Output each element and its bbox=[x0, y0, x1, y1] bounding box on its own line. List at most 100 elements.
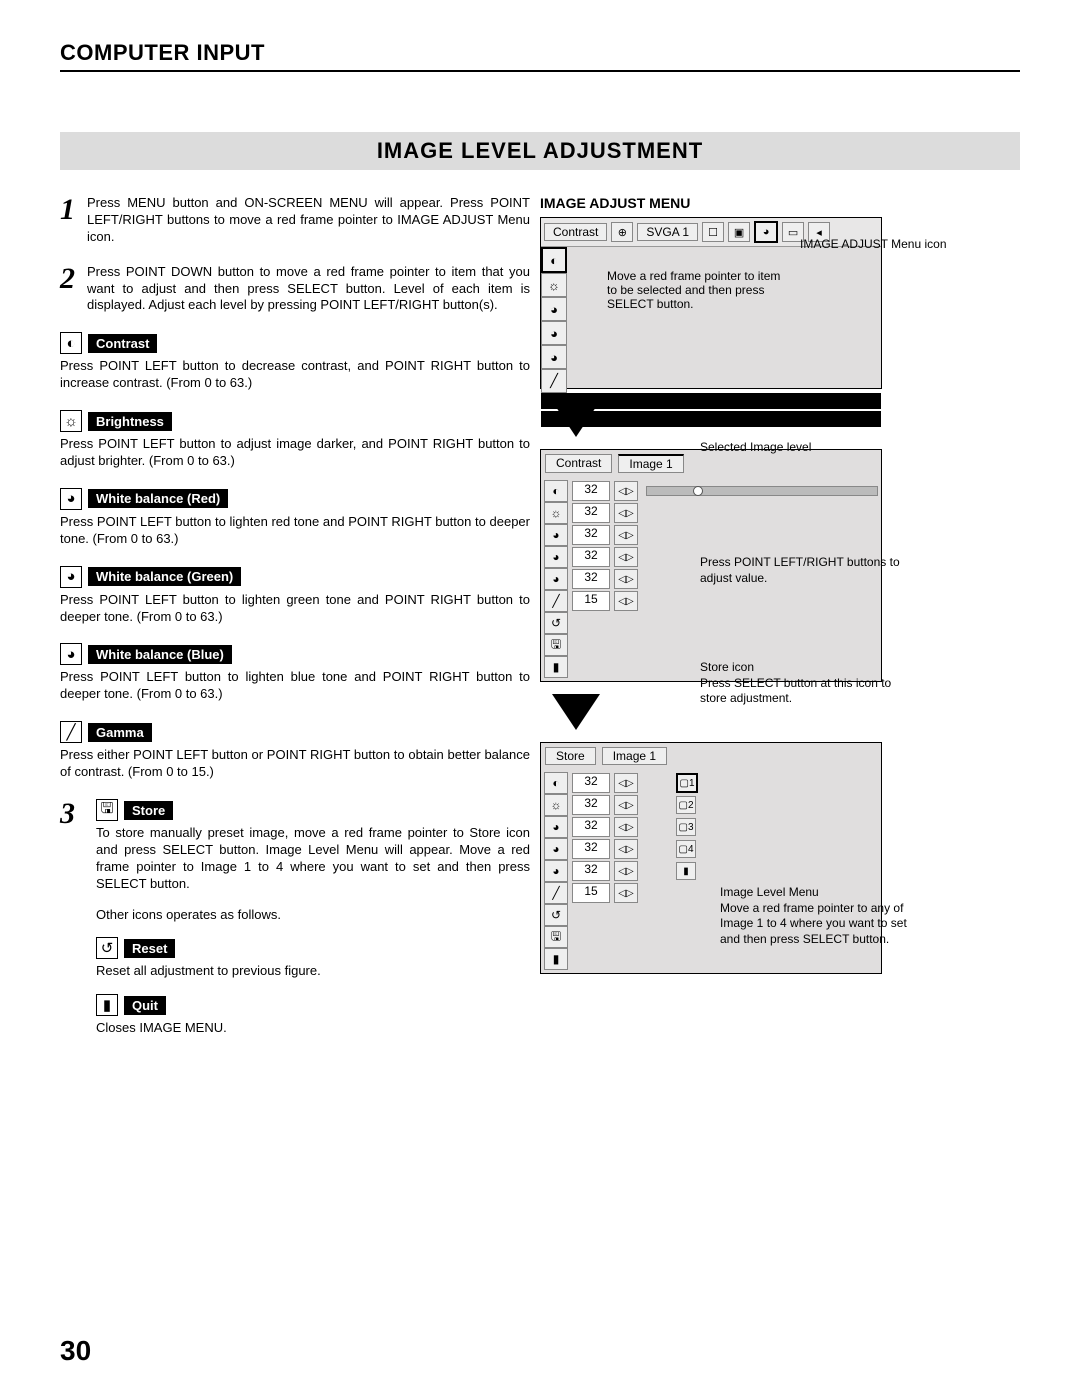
side-brightness-icon: ☼ bbox=[541, 273, 567, 297]
reset-icon: ↺ bbox=[544, 612, 568, 634]
row-value: 32 bbox=[572, 839, 610, 859]
param-desc: To store manually preset image, move a r… bbox=[96, 825, 530, 893]
row-value: 32 bbox=[572, 861, 610, 881]
arrow-icon: ◁▷ bbox=[614, 591, 638, 611]
wb-blue-icon: ◕ bbox=[60, 643, 82, 665]
row-value: 32 bbox=[572, 525, 610, 545]
step-number: 3 bbox=[60, 799, 84, 1037]
row-value: 15 bbox=[572, 883, 610, 903]
row-icon: ◕ bbox=[544, 838, 568, 860]
param-desc: Press POINT LEFT button to decrease cont… bbox=[60, 358, 530, 392]
callout-icon-label: IMAGE ADJUST Menu icon bbox=[800, 237, 947, 253]
menu-title: Contrast bbox=[545, 454, 612, 473]
image-slot: ▢2 bbox=[676, 796, 696, 814]
step-number: 2 bbox=[60, 264, 75, 315]
image-slot: ▢1 bbox=[676, 773, 698, 793]
arrow-icon: ◁▷ bbox=[614, 773, 638, 793]
param-wb-red: ◕ White balance (Red) Press POINT LEFT b… bbox=[60, 488, 530, 548]
row-icon: ◕ bbox=[544, 524, 568, 546]
callout-text: Move a red frame pointer to item to be s… bbox=[607, 269, 787, 311]
left-column: 1 Press MENU button and ON-SCREEN MENU w… bbox=[60, 195, 530, 1055]
callout-store: Store icon Press SELECT button at this i… bbox=[700, 660, 920, 707]
arrow-icon: ◁▷ bbox=[614, 525, 638, 545]
row-value: 32 bbox=[572, 569, 610, 589]
image-adjust-icon: ◕ bbox=[754, 221, 778, 243]
arrow-down-icon bbox=[552, 401, 600, 437]
param-wb-green: ◕ White balance (Green) Press POINT LEFT… bbox=[60, 566, 530, 626]
param-wb-blue: ◕ White balance (Blue) Press POINT LEFT … bbox=[60, 643, 530, 703]
arrow-icon: ◁▷ bbox=[614, 503, 638, 523]
row-value: 15 bbox=[572, 591, 610, 611]
arrow-icon: ◁▷ bbox=[614, 569, 638, 589]
arrow-icon: ◁▷ bbox=[614, 861, 638, 881]
side-gamma-icon: ╱ bbox=[541, 369, 567, 393]
brightness-icon: ☼ bbox=[60, 410, 82, 432]
arrow-icon: ◁▷ bbox=[614, 817, 638, 837]
param-label: Quit bbox=[124, 996, 166, 1015]
param-label: Brightness bbox=[88, 412, 172, 431]
row-icon: ◕ bbox=[544, 546, 568, 568]
param-desc: Press either POINT LEFT button or POINT … bbox=[60, 747, 530, 781]
param-contrast: ◐ Contrast Press POINT LEFT button to de… bbox=[60, 332, 530, 392]
row-value: 32 bbox=[572, 481, 610, 501]
param-label: White balance (Green) bbox=[88, 567, 241, 586]
row-value: 32 bbox=[572, 503, 610, 523]
input-icon: ⊕ bbox=[611, 222, 633, 242]
quit-slot-icon: ▮ bbox=[676, 862, 696, 880]
wb-green-icon: ◕ bbox=[60, 566, 82, 588]
step-number: 1 bbox=[60, 195, 75, 246]
row-icon: ╱ bbox=[544, 882, 568, 904]
image-slot: ▢4 bbox=[676, 840, 696, 858]
arrow-icon: ◁▷ bbox=[614, 883, 638, 903]
row-icon: ◕ bbox=[544, 568, 568, 590]
step-2: 2 Press POINT DOWN button to move a red … bbox=[60, 264, 530, 315]
row-icon: ◐ bbox=[544, 772, 568, 794]
menu-title: Contrast bbox=[544, 223, 607, 241]
row-icon: ╱ bbox=[544, 590, 568, 612]
row-icon: ◕ bbox=[544, 860, 568, 882]
quit-icon: ▮ bbox=[544, 656, 568, 678]
callout-selected-level: Selected Image level bbox=[700, 440, 811, 456]
param-label: Reset bbox=[124, 939, 175, 958]
menu-heading: IMAGE ADJUST MENU bbox=[540, 195, 1020, 211]
row-icon: ☼ bbox=[544, 794, 568, 816]
arrow-icon: ◁▷ bbox=[614, 795, 638, 815]
wb-red-icon: ◕ bbox=[60, 488, 82, 510]
store-icon: 🖫 bbox=[544, 634, 568, 656]
side-wb-red-icon: ◕ bbox=[541, 297, 567, 321]
side-contrast-icon: ◐ bbox=[541, 247, 567, 273]
param-desc: Reset all adjustment to previous figure. bbox=[96, 963, 530, 980]
param-label: Contrast bbox=[88, 334, 157, 353]
param-desc: Closes IMAGE MENU. bbox=[96, 1020, 530, 1037]
param-label: Gamma bbox=[88, 723, 152, 742]
level-label: Image 1 bbox=[602, 747, 667, 765]
side-wb-green-icon: ◕ bbox=[541, 321, 567, 345]
step-3: 3 🖫 Store To store manually preset image… bbox=[60, 799, 530, 1037]
callout-image-level: Image Level Menu Move a red frame pointe… bbox=[720, 885, 930, 947]
arrow-icon: ◁▷ bbox=[614, 839, 638, 859]
reset-icon: ↺ bbox=[544, 904, 568, 926]
arrow-icon: ◁▷ bbox=[614, 547, 638, 567]
quit-icon: ▮ bbox=[544, 948, 568, 970]
toolbar-icon: ▣ bbox=[728, 222, 750, 242]
step-text: Press MENU button and ON-SCREEN MENU wil… bbox=[87, 195, 530, 246]
row-value: 32 bbox=[572, 773, 610, 793]
param-desc: Press POINT LEFT button to lighten green… bbox=[60, 592, 530, 626]
right-column: IMAGE ADJUST MENU Contrast ⊕ SVGA 1 ☐ ▣ … bbox=[540, 195, 1020, 1055]
image-slot: ▢3 bbox=[676, 818, 696, 836]
gamma-icon: ╱ bbox=[60, 721, 82, 743]
toolbar-icon: ☐ bbox=[702, 222, 724, 242]
menu-title: Store bbox=[545, 747, 596, 765]
row-icon: ◐ bbox=[544, 480, 568, 502]
param-label: White balance (Blue) bbox=[88, 645, 232, 664]
other-text: Other icons operates as follows. bbox=[96, 907, 530, 924]
store-icon: 🖫 bbox=[544, 926, 568, 948]
side-wb-blue-icon: ◕ bbox=[541, 345, 567, 369]
arrow-down-icon bbox=[552, 694, 600, 730]
arrow-icon: ◁▷ bbox=[614, 481, 638, 501]
step-1: 1 Press MENU button and ON-SCREEN MENU w… bbox=[60, 195, 530, 246]
contrast-icon: ◐ bbox=[60, 332, 82, 354]
row-icon: ☼ bbox=[544, 502, 568, 524]
quit-icon: ▮ bbox=[96, 994, 118, 1016]
param-desc: Press POINT LEFT button to lighten red t… bbox=[60, 514, 530, 548]
